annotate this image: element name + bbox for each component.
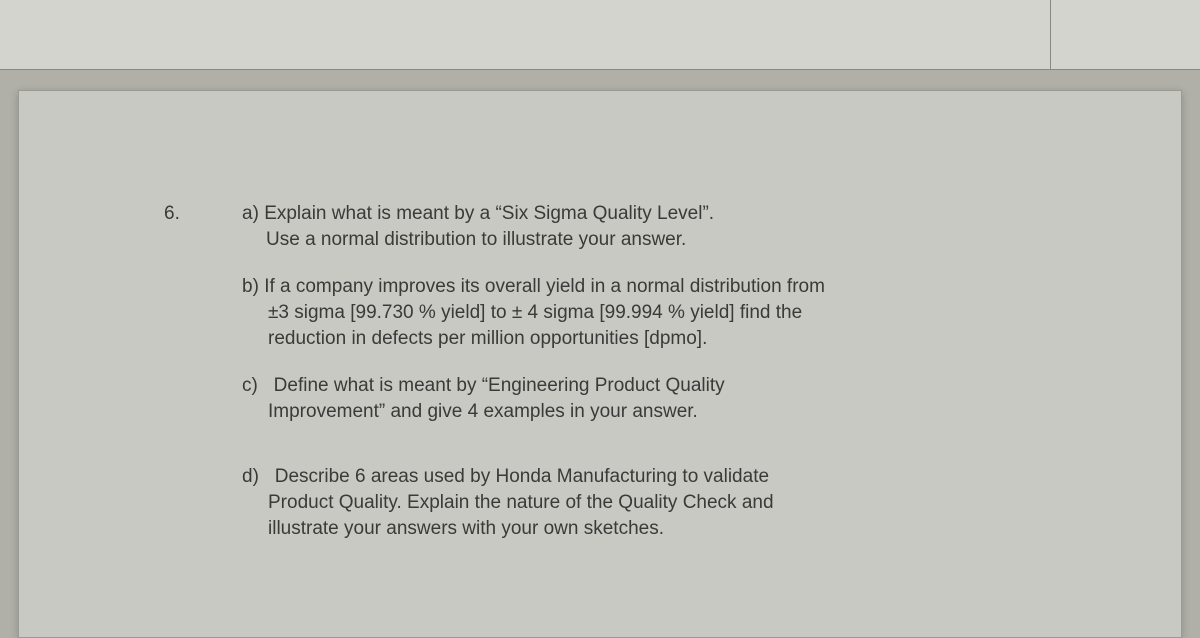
part-a-line1: Explain what is meant by a “Six Sigma Qu… [264, 203, 714, 224]
top-bar [0, 0, 1200, 70]
part-a: a) Explain what is meant by a “Six Sigma… [242, 201, 1014, 252]
part-d-line2: Product Quality. Explain the nature of t… [242, 490, 1014, 516]
question-number: 6. [164, 201, 242, 541]
part-d-line3: illustrate your answers with your own sk… [242, 516, 1014, 542]
part-b-label: b) [242, 276, 259, 297]
part-c: c) Define what is meant by “Engineering … [242, 373, 1014, 424]
part-b-line3: reduction in defects per million opportu… [242, 326, 1014, 352]
part-a-line2: Use a normal distribution to illustrate … [242, 227, 1014, 253]
part-c-line1: Define what is meant by “Engineering Pro… [274, 375, 725, 396]
part-b-line1: If a company improves its overall yield … [264, 276, 825, 297]
question-body: a) Explain what is meant by a “Six Sigma… [242, 201, 1014, 541]
part-c-line2: Improvement” and give 4 examples in your… [242, 399, 1014, 425]
outer-frame: 6. a) Explain what is meant by a “Six Si… [0, 0, 1200, 638]
top-divider [1050, 0, 1051, 70]
question-6: 6. a) Explain what is meant by a “Six Si… [164, 201, 1014, 541]
part-d-label: d) [242, 466, 259, 487]
part-b: b) If a company improves its overall yie… [242, 274, 1014, 351]
part-d-line1: Describe 6 areas used by Honda Manufactu… [275, 466, 769, 487]
part-a-label: a) [242, 203, 259, 224]
part-b-line2: ±3 sigma [99.730 % yield] to ± 4 sigma [… [242, 300, 1014, 326]
page-panel: 6. a) Explain what is meant by a “Six Si… [18, 90, 1182, 638]
part-c-label: c) [242, 375, 258, 396]
part-d: d) Describe 6 areas used by Honda Manufa… [242, 464, 1014, 541]
question-content: 6. a) Explain what is meant by a “Six Si… [164, 201, 1014, 563]
